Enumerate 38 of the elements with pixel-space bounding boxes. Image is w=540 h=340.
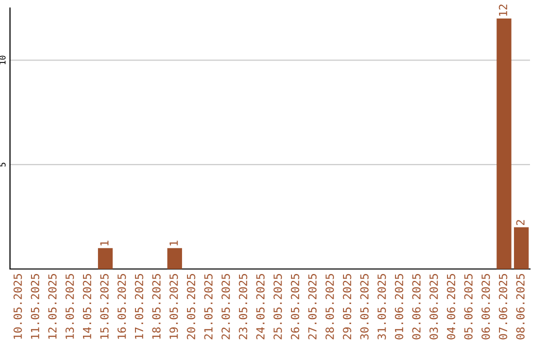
x-tick-label: 28.05.2025: [326, 274, 334, 340]
bar: [496, 18, 512, 269]
x-tick-label: 20.05.2025: [186, 274, 196, 340]
x-tick-label: 18.05.2025: [152, 274, 161, 339]
x-tick-label: 14.05.2025: [82, 274, 92, 339]
bar: [514, 227, 529, 269]
x-tick-label: 23.05.2025: [238, 274, 248, 340]
x-tick-label: 13.05.2025: [66, 274, 74, 339]
x-tick-label: 02.06.2025: [412, 274, 421, 340]
x-tick-label: 15.05.2025: [100, 274, 109, 339]
x-tick-label: 29.05.2025: [342, 274, 352, 340]
data-label: 1: [170, 240, 178, 246]
x-tick-label: 27.05.2025: [308, 274, 317, 340]
x-tick-label: 12.05.2025: [48, 274, 57, 339]
x-tick-label: 21.05.2025: [204, 274, 213, 340]
x-tick-label: 03.06.2025: [430, 274, 438, 340]
x-tick-label: 24.05.2025: [256, 274, 265, 340]
x-tick-label: 22.05.2025: [222, 274, 230, 340]
x-tick-label: 01.06.2025: [394, 274, 404, 340]
x-tick-label: 10.05.2025: [14, 274, 22, 339]
x-tick-label: 08.06.2025: [516, 274, 525, 340]
x-tick-label: 30.05.2025: [360, 274, 369, 340]
x-tick-label: 04.06.2025: [446, 274, 456, 340]
x-tick-label: 26.05.2025: [290, 274, 300, 340]
x-tick-label: 05.06.2025: [464, 274, 473, 340]
data-label: 1: [100, 240, 108, 246]
x-tick-label: 16.05.2025: [118, 274, 126, 339]
x-tick-label: 19.05.2025: [170, 274, 178, 339]
x-tick-label: 06.06.2025: [482, 274, 490, 340]
x-tick-label: 07.06.2025: [498, 274, 508, 340]
data-label: 12: [498, 4, 508, 16]
x-tick-label: 31.05.2025: [378, 274, 386, 340]
bar: [167, 248, 182, 269]
x-tick-label: 25.05.2025: [274, 274, 282, 340]
x-tick-label: 11.05.2025: [30, 274, 40, 339]
x-tick-label: 17.05.2025: [134, 274, 144, 339]
bar: [98, 248, 113, 269]
data-label: 2: [516, 220, 524, 226]
